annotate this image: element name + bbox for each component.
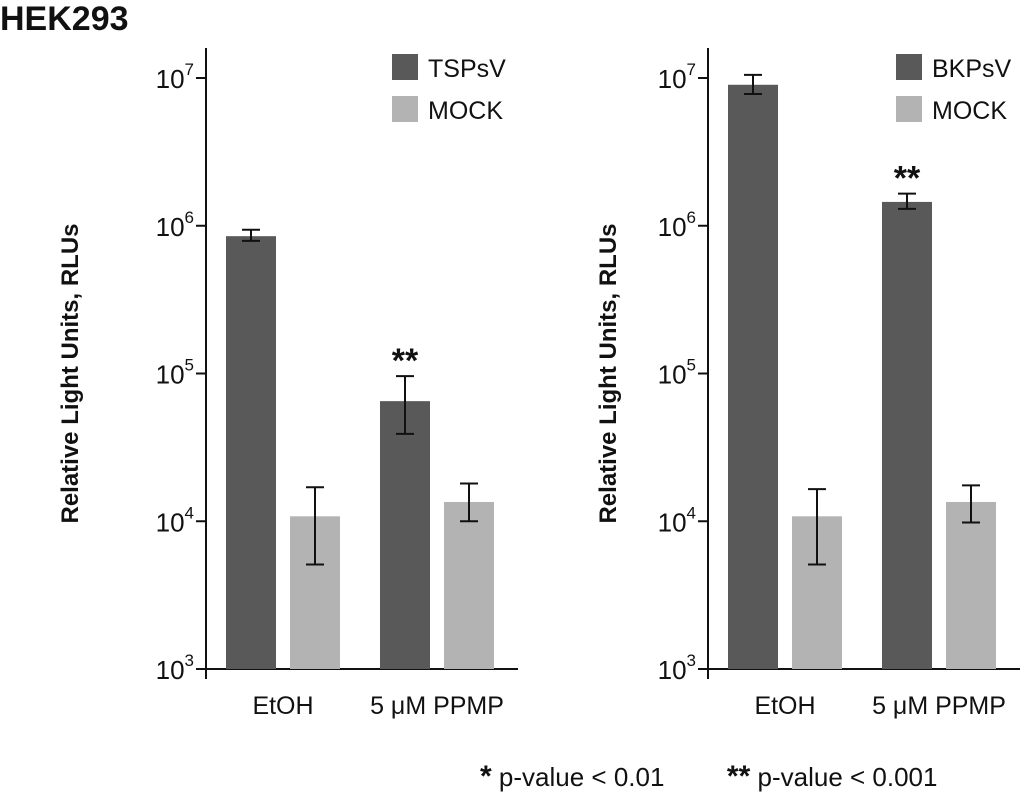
panel-2-y-tick-label-0: 103 (658, 651, 696, 685)
panel-1-y-tick-label-2: 105 (156, 356, 194, 390)
panel-2-x-tick-label-2: 5 μM PPMP (872, 692, 1006, 720)
panel-1-legend-label-mock: MOCK (428, 97, 503, 125)
panel-2-x-tick-label-1: EtOH (754, 692, 815, 720)
panel-1-x-tick-label-2: 5 μM PPMP (370, 692, 504, 720)
panel-1-bar-mock-2 (444, 501, 494, 669)
panel-2-y-axis-label: Relative Light Units, RLUs (595, 223, 622, 523)
panel-1-y-tick-label-4: 107 (156, 60, 194, 94)
panel-2-legend-label-bkpsv: BKPsV (932, 55, 1012, 83)
panel-2-legend-swatch-mock (896, 96, 922, 122)
panel-2-y-tick-label-3: 106 (658, 208, 696, 242)
single-star-symbol: * (480, 760, 492, 793)
figure-title: HEK293 (0, 0, 129, 38)
panel-1-y-axis-label: Relative Light Units, RLUs (57, 223, 84, 523)
panel-2-legend-label-mock: MOCK (932, 97, 1007, 125)
panel-1-x-tick-label-1: EtOH (252, 692, 313, 720)
panel-1-legend-label-tspsv: TSPsV (428, 55, 506, 83)
double-star-text: p-value < 0.001 (757, 762, 938, 792)
panel-1-y-tick-label-3: 106 (156, 208, 194, 242)
single-star-text: p-value < 0.01 (498, 762, 665, 792)
panel-1-legend-swatch-mock (392, 96, 418, 122)
panel-1-y-tick-label-0: 103 (156, 651, 194, 685)
panel-2-significance-marker-2: ** (894, 160, 921, 198)
panel-2-legend-swatch-bkpsv (896, 54, 922, 80)
panel-2-y-tick-label-1: 104 (658, 503, 696, 537)
panel-2-y-tick-label-2: 105 (658, 356, 696, 390)
significance-footnote: * p-value < 0.01 ** p-value < 0.001 (480, 760, 937, 794)
panel-1-significance-marker-2: ** (392, 342, 419, 380)
panel-1-bar-tspsv-1 (226, 236, 276, 670)
double-star-symbol: ** (726, 760, 751, 793)
panel-1-legend-swatch-tspsv (392, 54, 418, 80)
panel-2-y-tick-label-4: 107 (658, 60, 696, 94)
panel-2-bar-mock-2 (946, 501, 996, 669)
panel-1-bar-tspsv-2 (380, 401, 430, 669)
panel-1-y-tick-label-1: 104 (156, 503, 194, 537)
panel-2-bar-bkpsv-2 (882, 201, 932, 669)
panel-2-bar-bkpsv-1 (728, 84, 778, 669)
